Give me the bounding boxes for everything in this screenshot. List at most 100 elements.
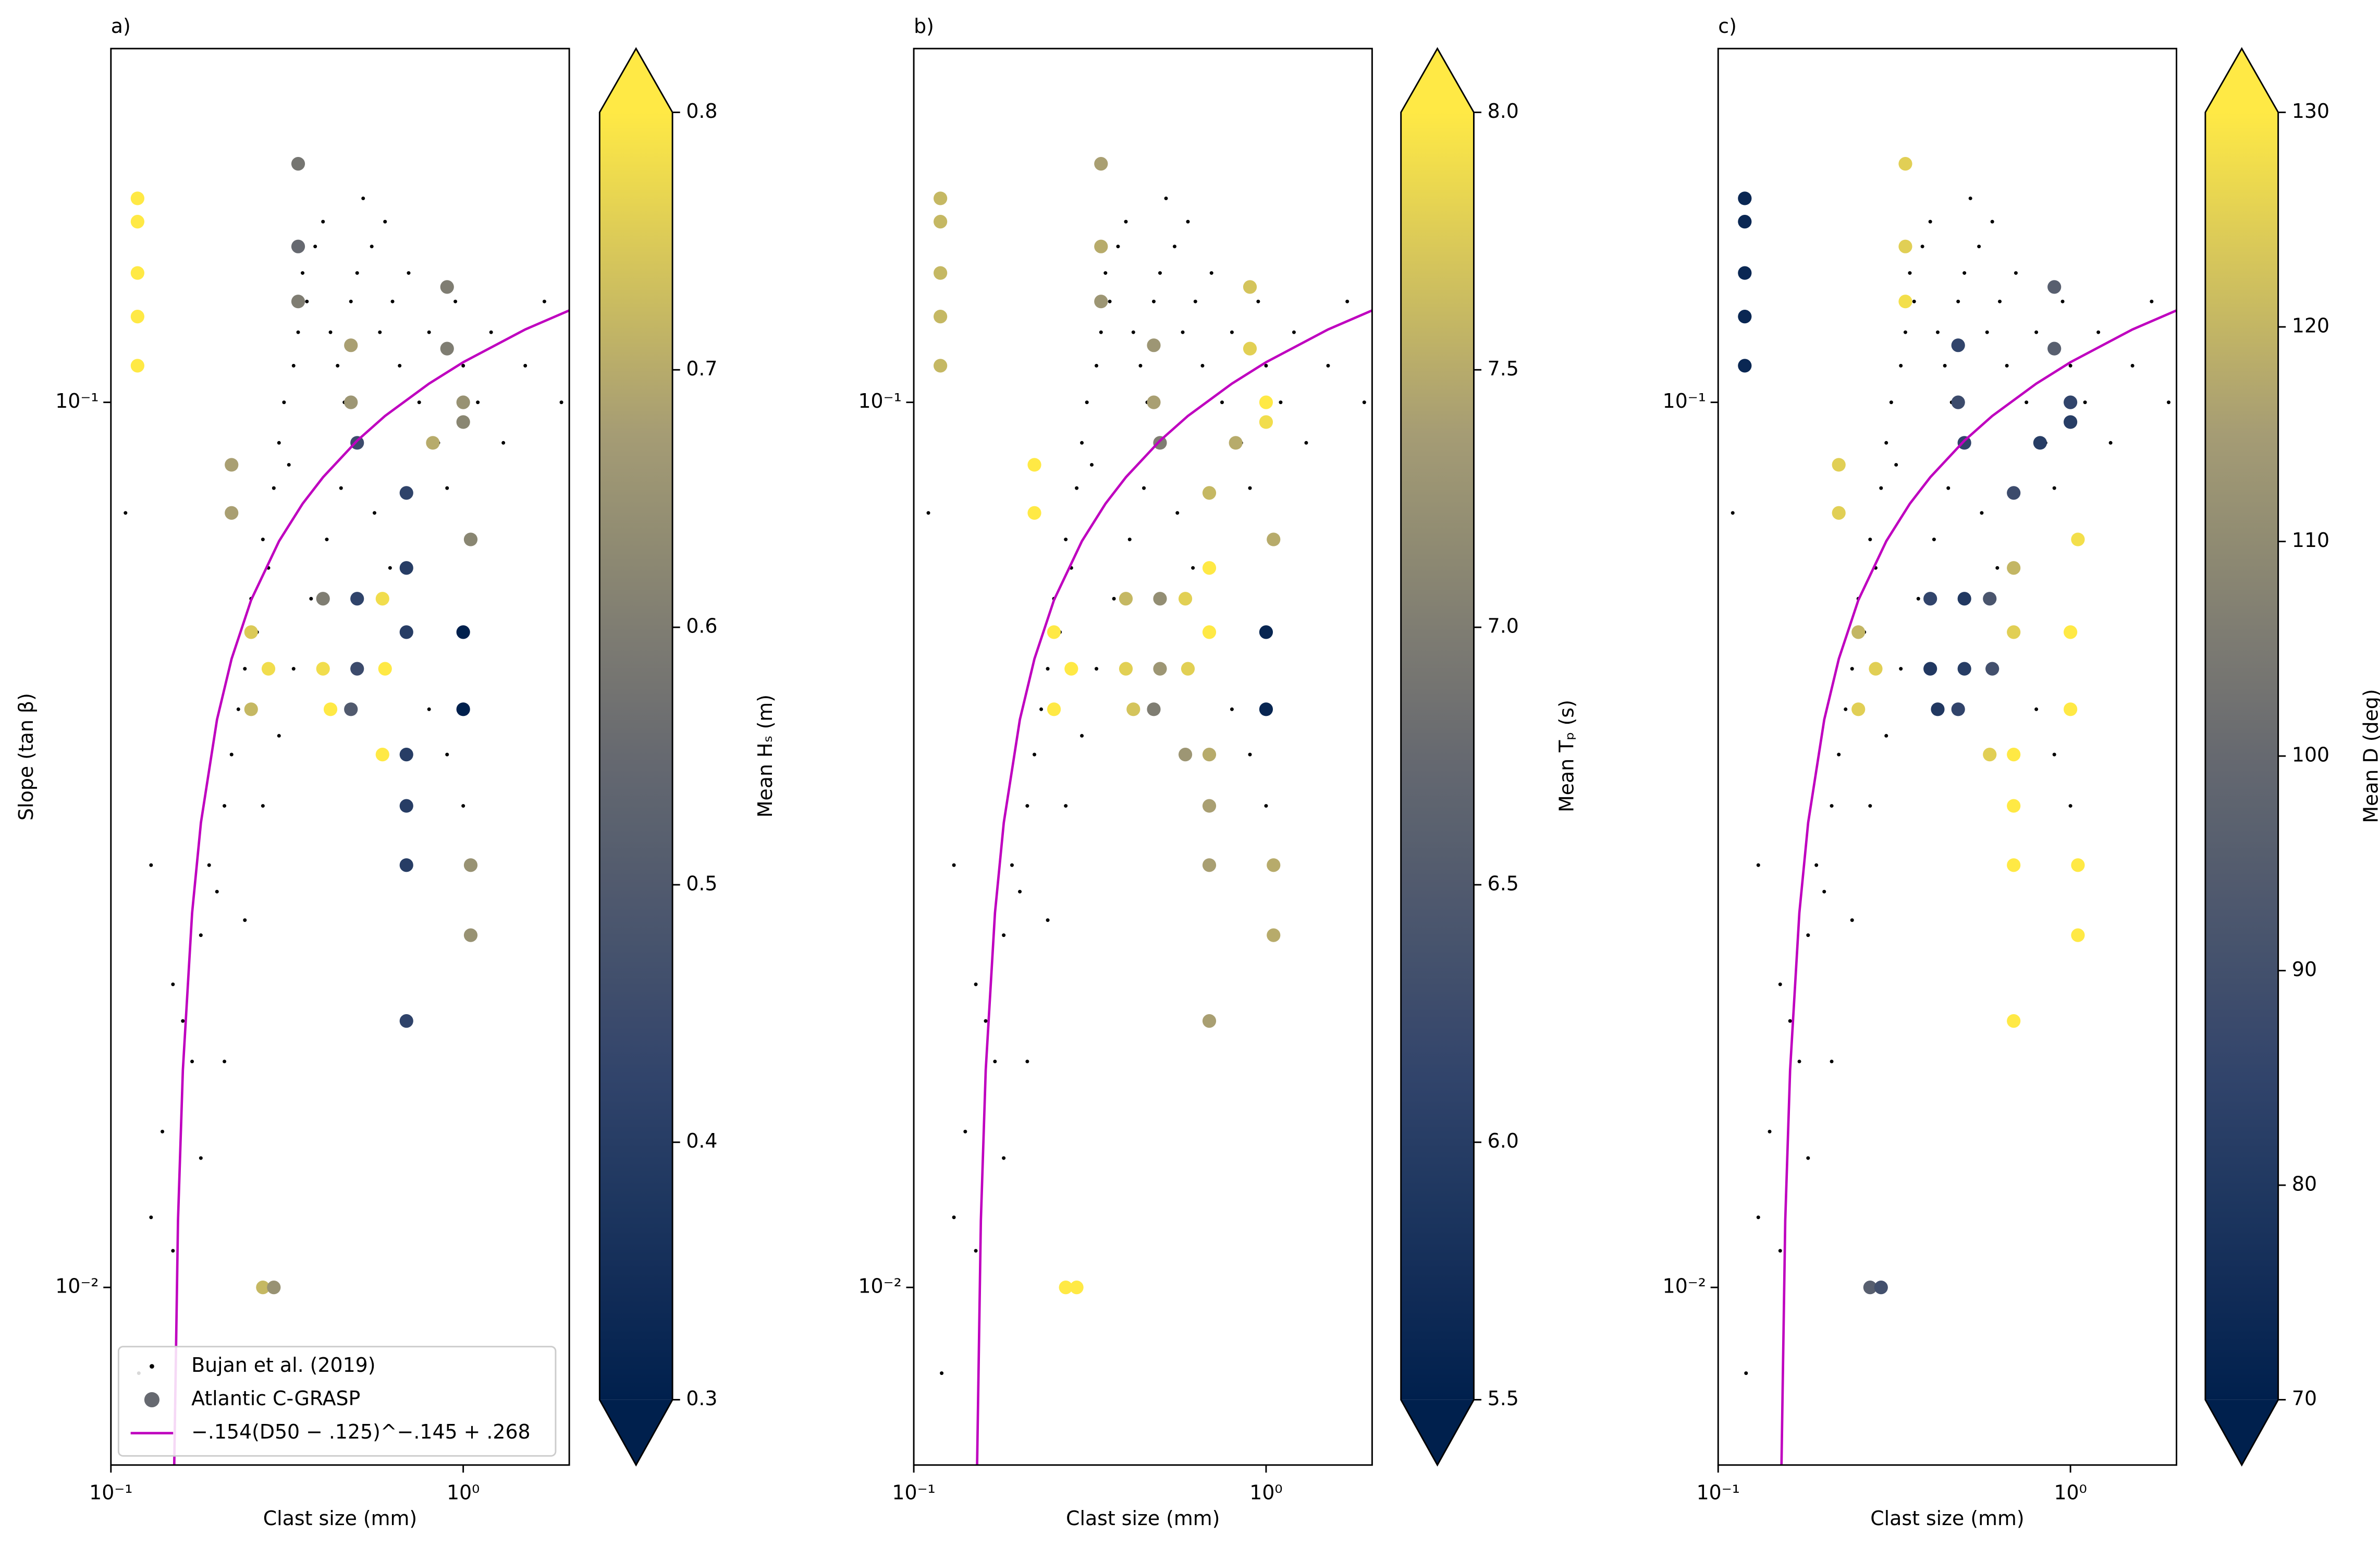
data-point — [1153, 436, 1167, 450]
panel-title: a) — [111, 15, 131, 38]
reference-point — [1768, 1129, 1772, 1134]
data-point — [1243, 280, 1257, 294]
legend-label: −.154(D50 − .125)^−.145 + .268 — [191, 1420, 531, 1443]
reference-point — [1756, 863, 1760, 867]
reference-point — [1152, 299, 1156, 303]
x-axis-label: Clast size (mm) — [1066, 1507, 1220, 1530]
axes-frame — [110, 47, 570, 1466]
colorbar-tick-label: 8.0 — [1488, 100, 1519, 123]
data-point — [399, 799, 413, 813]
data-point — [440, 280, 454, 294]
reference-point — [1968, 196, 1972, 200]
reference-point — [1033, 752, 1037, 757]
data-point — [2007, 625, 2021, 639]
reference-point — [1868, 538, 1872, 542]
reference-point — [2068, 363, 2072, 368]
colorbar-extend — [599, 48, 673, 113]
reference-point — [1131, 330, 1135, 334]
data-point — [456, 395, 470, 409]
reference-point — [2068, 804, 2072, 808]
data-point — [130, 215, 144, 229]
data-point — [1094, 239, 1108, 253]
reference-point — [378, 330, 382, 334]
data-point — [1202, 561, 1217, 575]
reference-point — [1814, 863, 1819, 867]
reference-point — [1797, 1059, 1801, 1064]
data-point — [256, 1281, 270, 1295]
data-point — [350, 436, 364, 450]
reference-point — [1985, 330, 1989, 334]
data-point — [1202, 799, 1217, 813]
data-point — [1923, 592, 1937, 606]
reference-point — [417, 400, 421, 405]
data-point — [1259, 395, 1273, 409]
reference-point — [1995, 566, 1999, 570]
reference-point — [963, 1129, 967, 1134]
reference-point — [2167, 400, 2171, 405]
reference-point — [1193, 299, 1197, 303]
data-point — [244, 625, 258, 639]
data-point — [1070, 1281, 1084, 1295]
colorbar-tick-label: 80 — [2292, 1173, 2317, 1196]
axes-frame — [1717, 47, 2178, 1466]
data-point — [934, 310, 948, 324]
reference-point — [1830, 804, 1834, 808]
reference-point — [1998, 299, 2002, 303]
reference-point — [1822, 890, 1826, 894]
reference-point — [2025, 400, 2029, 405]
data-point — [1259, 625, 1273, 639]
data-point — [1267, 532, 1281, 546]
reference-point — [309, 596, 313, 601]
reference-point — [2005, 363, 2009, 368]
data-point — [1147, 338, 1161, 352]
data-point — [1951, 338, 1965, 352]
data-point — [378, 662, 392, 676]
reference-point — [1186, 220, 1190, 224]
data-point — [316, 662, 330, 676]
reference-point — [993, 1059, 997, 1064]
reference-point — [1756, 1215, 1760, 1220]
data-point — [130, 266, 144, 280]
data-point — [1243, 342, 1257, 356]
reference-point — [305, 299, 309, 303]
reference-point — [291, 363, 296, 368]
reference-point — [1928, 220, 1932, 224]
x-tick-label: 10⁰ — [1249, 1481, 1282, 1504]
data-point — [1178, 592, 1193, 606]
data-point — [130, 310, 144, 324]
data-point — [1832, 506, 1846, 520]
reference-point — [974, 982, 978, 986]
data-point — [1202, 748, 1217, 762]
data-point — [399, 1014, 413, 1028]
data-point — [1094, 295, 1108, 309]
colorbar-tick-label: 120 — [2292, 314, 2329, 337]
data-point — [1027, 506, 1041, 520]
data-point — [934, 266, 948, 280]
colorbar-tick-label: 7.5 — [1488, 357, 1519, 380]
reference-point — [171, 982, 175, 986]
reference-point — [277, 734, 281, 738]
reference-point — [1064, 538, 1068, 542]
data-point — [316, 592, 330, 606]
data-point — [1202, 858, 1217, 872]
reference-point — [461, 804, 465, 808]
reference-point — [272, 486, 276, 490]
data-point — [399, 858, 413, 872]
reference-point — [1181, 330, 1185, 334]
legend-marker — [150, 1364, 154, 1369]
colorbar-tick-label: 0.7 — [686, 357, 717, 380]
reference-point — [1916, 596, 1920, 601]
data-point — [1738, 266, 1752, 280]
reference-point — [261, 804, 265, 808]
data-point — [1738, 191, 1752, 205]
reference-point — [161, 1129, 165, 1134]
reference-point — [476, 400, 480, 405]
data-point — [463, 928, 478, 942]
data-point — [399, 486, 413, 500]
reference-point — [349, 299, 353, 303]
y-tick-label: 10⁻¹ — [858, 389, 901, 412]
reference-point — [1116, 245, 1120, 249]
data-point — [934, 191, 948, 205]
plot-area — [926, 157, 1372, 1465]
data-point — [2007, 748, 2021, 762]
